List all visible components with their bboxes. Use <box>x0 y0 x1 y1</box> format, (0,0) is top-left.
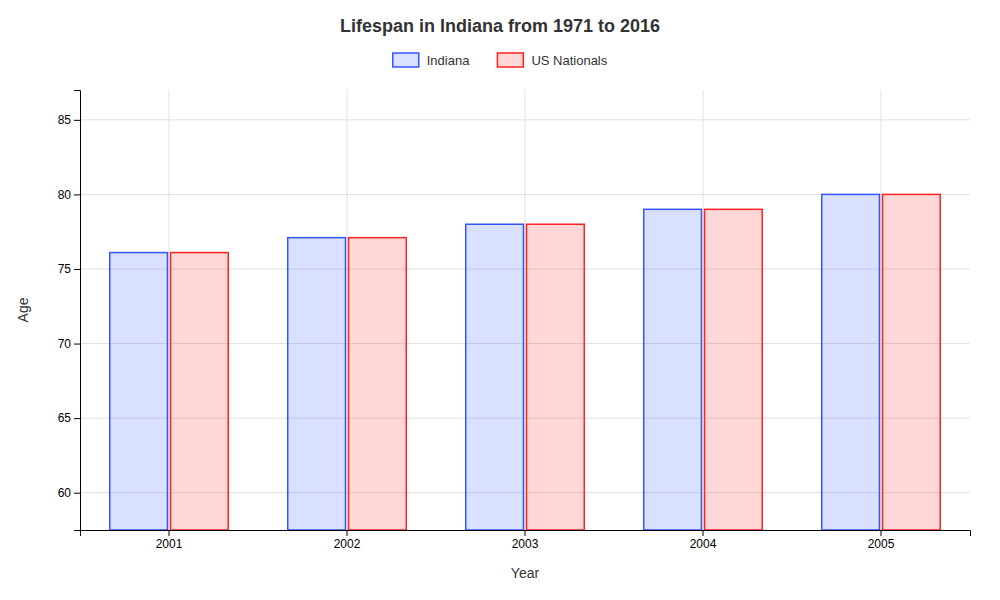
bar <box>171 253 229 530</box>
bar-series <box>110 194 880 530</box>
tick-label: 2003 <box>512 537 539 551</box>
tick: 85 <box>58 113 80 127</box>
tick-mark <box>74 120 80 121</box>
bar <box>644 209 702 530</box>
plot-area <box>110 194 941 530</box>
tick-mark <box>74 493 80 494</box>
tick: 75 <box>58 262 80 276</box>
bar-series <box>171 194 941 530</box>
grid-line <box>347 90 348 530</box>
tick-mark <box>881 530 882 536</box>
bar <box>110 253 168 530</box>
tick-label: 2005 <box>868 537 895 551</box>
bar <box>288 238 346 530</box>
tick-mark <box>525 530 526 536</box>
tick: 60 <box>58 486 80 500</box>
bar <box>705 209 763 530</box>
chart: 60 65 70 75 80 85 2001 2002 2003 2004 2005 Lifespan… <box>0 0 1000 600</box>
tick-mark <box>74 194 80 195</box>
legend-swatch <box>393 53 419 67</box>
axis-line <box>81 531 971 537</box>
x-axis-title: Year <box>511 565 540 581</box>
grid-line <box>169 90 170 530</box>
tick-label: 60 <box>58 486 72 500</box>
x-axis: 2001 2002 2003 2004 2005 <box>81 530 971 551</box>
legend-label: Indiana <box>427 53 470 68</box>
y-axis: 60 65 70 75 80 85 <box>58 91 81 531</box>
tick-label: 2004 <box>690 537 717 551</box>
legend-item: US Nationals <box>497 53 607 68</box>
tick-label: 2002 <box>334 537 361 551</box>
legend-item: Indiana <box>393 53 470 68</box>
tick: 65 <box>58 411 80 425</box>
tick: 2004 <box>690 530 717 551</box>
tick-label: 70 <box>58 337 72 351</box>
legend-swatch <box>497 53 523 67</box>
tick-label: 80 <box>58 188 72 202</box>
tick-label: 75 <box>58 262 72 276</box>
bar <box>349 238 407 530</box>
tick: 80 <box>58 188 80 202</box>
tick: 2001 <box>156 530 183 551</box>
y-axis-title: Age <box>15 297 31 322</box>
tick-mark <box>74 269 80 270</box>
axis-line <box>74 91 81 531</box>
tick-mark <box>347 530 348 536</box>
title: Lifespan in Indiana from 1971 to 2016 <box>340 16 660 36</box>
tick-label: 65 <box>58 411 72 425</box>
bar <box>883 194 941 530</box>
tick: 70 <box>58 337 80 351</box>
bar <box>527 224 585 530</box>
grid-line <box>525 90 526 530</box>
grid <box>80 90 970 530</box>
tick-mark <box>74 344 80 345</box>
bar <box>822 194 880 530</box>
tick-mark <box>703 530 704 536</box>
bar <box>466 224 524 530</box>
grid-line <box>703 90 704 530</box>
tick: 2005 <box>868 530 895 551</box>
tick: 2003 <box>512 530 539 551</box>
legend-label: US Nationals <box>531 53 607 68</box>
grid-line <box>881 90 882 530</box>
tick-label: 85 <box>58 113 72 127</box>
tick-mark <box>74 418 80 419</box>
tick-mark <box>169 530 170 536</box>
legend: Indiana US Nationals <box>393 53 608 68</box>
tick-label: 2001 <box>156 537 183 551</box>
tick: 2002 <box>334 530 361 551</box>
